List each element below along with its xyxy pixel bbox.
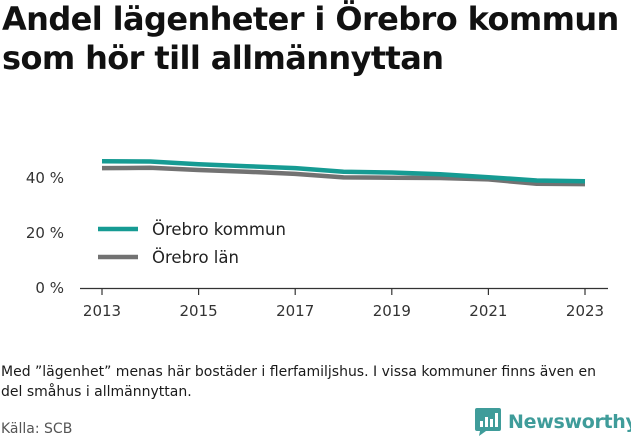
series-line (101, 165, 586, 187)
y-tick-label: 0 % (35, 279, 64, 297)
x-tick-label: 2021 (469, 302, 507, 320)
legend-label: Örebro län (152, 248, 239, 267)
brand-name: Newsworthy (508, 411, 631, 433)
chart-note: Med ”lägenhet” menas här bostäder i fler… (1, 364, 596, 400)
x-tick-label: 2017 (276, 302, 314, 320)
x-tick-label: 2015 (180, 302, 218, 320)
x-tick-label: 2019 (373, 302, 411, 320)
chart-title-line-1: Andel lägenheter i Örebro kommun (2, 0, 619, 38)
y-tick-label: 40 % (26, 169, 64, 187)
y-tick-label: 20 % (26, 224, 64, 242)
x-tick-label: 2013 (83, 302, 121, 320)
source-label: Källa: SCB (1, 421, 73, 437)
legend-label: Örebro kommun (152, 220, 286, 239)
series-line (101, 158, 586, 184)
chart-title-line-2: som hör till allmännyttan (2, 39, 444, 77)
x-tick-label: 2023 (566, 302, 604, 320)
chart-title: Andel lägenheter i Örebro kommun som hör… (2, 0, 627, 78)
bar-chart-logo-icon (475, 408, 501, 436)
newsworthy-logo: Newsworthy (474, 407, 631, 437)
